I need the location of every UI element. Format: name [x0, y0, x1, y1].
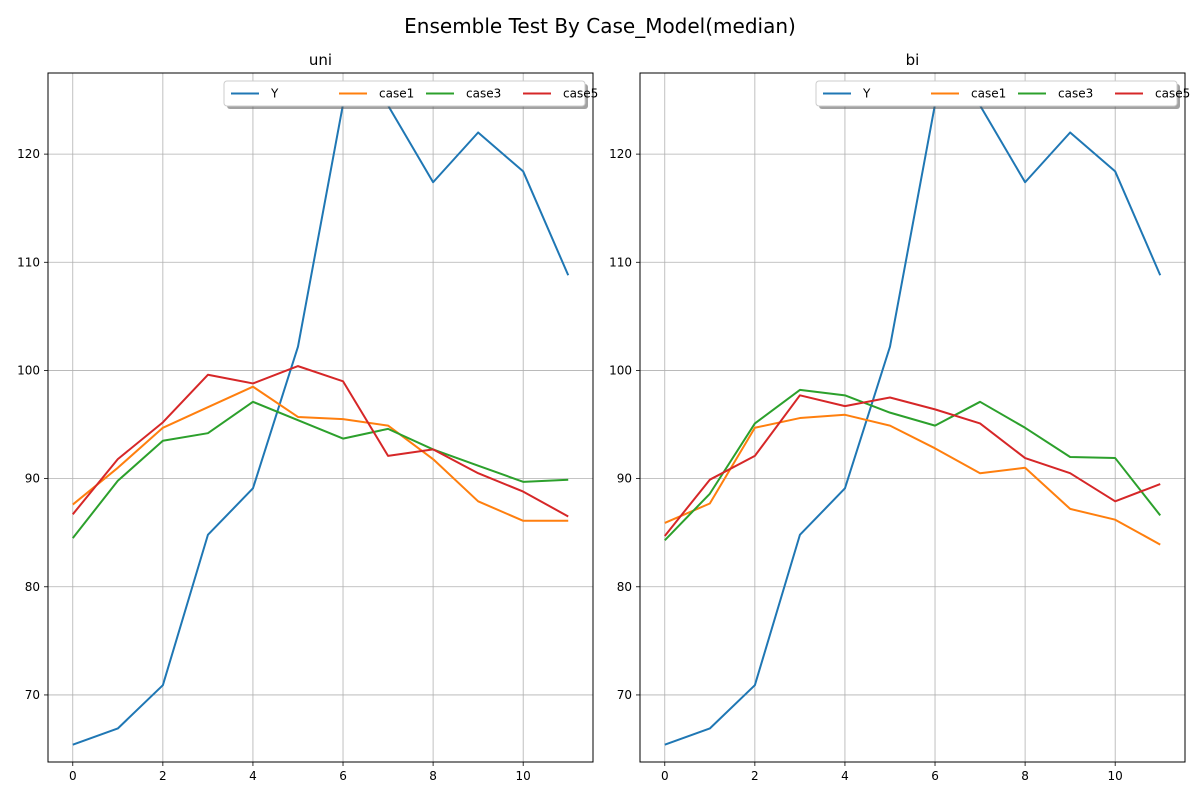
legend-label-case5: case5: [1155, 87, 1190, 101]
y-tick-label: 110: [609, 255, 632, 269]
x-tick-label: 6: [339, 769, 347, 783]
legend-label-y: Y: [270, 87, 279, 101]
legend-box: [815, 80, 1178, 107]
y-tick-label: 120: [17, 147, 40, 161]
axes-uni: uni 0 2 4 6 8 10 70 80 90 100 110 120 Y case1 case3 cas…: [17, 51, 598, 783]
figure-suptitle: Ensemble Test By Case_Model(median): [404, 14, 796, 38]
axes-bi: bi 0 2 4 6 8 10 70 80 90 100 110 120 Y case1 case3 case…: [609, 51, 1190, 783]
y-tick-label: 110: [17, 255, 40, 269]
x-tick-label: 10: [1108, 769, 1123, 783]
axes-title-bi: bi: [906, 51, 920, 69]
y-tick-label: 90: [617, 472, 632, 486]
series-line-case5: [663, 394, 1161, 537]
series-line-y: [664, 103, 1162, 746]
series-line-case3: [664, 388, 1162, 541]
legend-label-case1: case1: [379, 87, 414, 101]
x-tick-label: 4: [249, 769, 257, 783]
x-tick-label: 6: [931, 769, 939, 783]
series-line-case3: [71, 400, 569, 539]
series-line-case5: [71, 365, 569, 518]
x-tick-label: 0: [661, 769, 669, 783]
x-tick-label: 0: [69, 769, 77, 783]
series-line-case1: [72, 385, 569, 522]
legend-label-y: Y: [862, 87, 871, 101]
y-tick-label: 100: [17, 363, 40, 377]
y-tick-label: 90: [25, 472, 40, 486]
x-tick-label: 2: [159, 769, 167, 783]
axes-title-uni: uni: [309, 51, 332, 69]
legend-label-case5: case5: [563, 87, 598, 101]
x-tick-label: 8: [1021, 769, 1029, 783]
legend-label-case1: case1: [971, 87, 1006, 101]
series-line-y: [72, 103, 570, 746]
axes-frame: [639, 72, 1186, 763]
legend-label-case3: case3: [1058, 87, 1093, 101]
y-tick-label: 70: [617, 688, 632, 702]
y-tick-label: 80: [25, 580, 40, 594]
y-tick-label: 80: [617, 580, 632, 594]
axes-frame: [47, 72, 594, 763]
legend-label-case3: case3: [466, 87, 501, 101]
y-tick-label: 100: [609, 363, 632, 377]
y-tick-label: 120: [609, 147, 632, 161]
x-tick-label: 8: [429, 769, 437, 783]
x-tick-label: 4: [841, 769, 849, 783]
x-tick-label: 2: [751, 769, 759, 783]
y-tick-label: 70: [25, 688, 40, 702]
series-line-case1: [664, 413, 1161, 546]
x-tick-label: 10: [516, 769, 531, 783]
legend-box: [223, 80, 586, 107]
